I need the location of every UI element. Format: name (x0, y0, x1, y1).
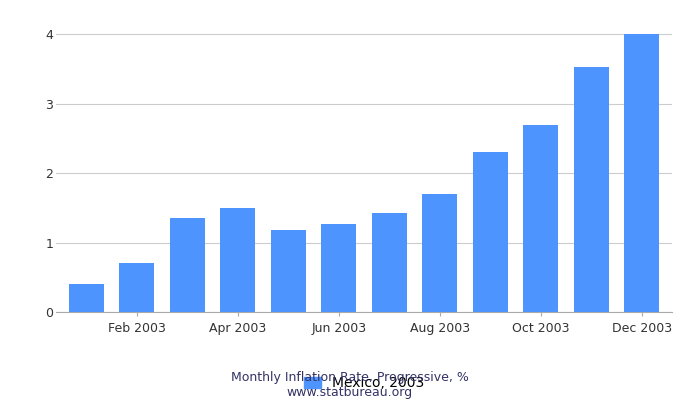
Bar (422, 194, 457, 312)
Bar (119, 264, 155, 312)
Text: Monthly Inflation Rate, Progressive, %: Monthly Inflation Rate, Progressive, % (231, 372, 469, 384)
Bar (169, 218, 205, 312)
Bar (523, 125, 559, 312)
Bar (220, 208, 256, 312)
Bar (271, 230, 306, 312)
Bar (624, 34, 659, 312)
Bar (573, 67, 609, 312)
Bar (473, 152, 508, 312)
Bar (372, 213, 407, 312)
Bar (69, 284, 104, 312)
Text: www.statbureau.org: www.statbureau.org (287, 386, 413, 399)
Bar (321, 224, 356, 312)
Legend: Mexico, 2003: Mexico, 2003 (298, 371, 430, 396)
